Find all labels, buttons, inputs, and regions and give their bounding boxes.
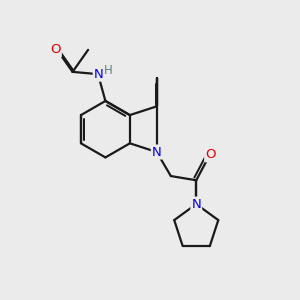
Text: N: N: [152, 146, 162, 158]
Text: O: O: [50, 44, 61, 56]
Text: N: N: [191, 198, 201, 211]
Text: N: N: [94, 68, 103, 81]
Text: H: H: [104, 64, 113, 77]
Text: O: O: [205, 148, 216, 161]
